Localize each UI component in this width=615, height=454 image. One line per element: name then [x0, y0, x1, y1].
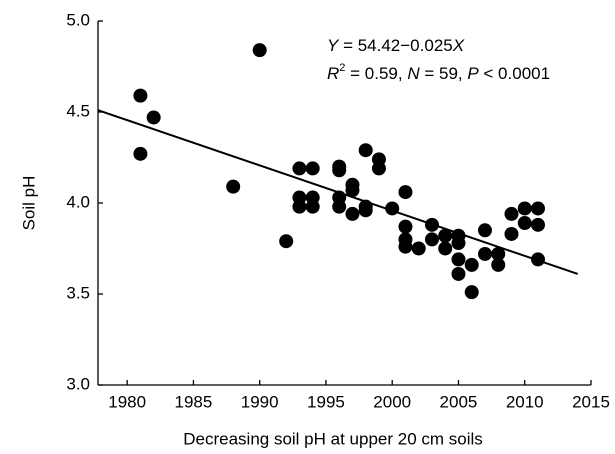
annotation-part: 2 — [339, 62, 345, 74]
data-point — [279, 234, 294, 249]
data-point — [517, 216, 532, 231]
data-point — [517, 201, 532, 216]
data-point — [226, 179, 241, 194]
data-point — [477, 223, 492, 238]
data-point — [305, 199, 320, 214]
x-tick-label: 2000 — [373, 392, 411, 411]
data-point — [398, 239, 413, 254]
data-point — [504, 226, 519, 241]
data-point — [530, 201, 545, 216]
data-point — [133, 88, 148, 103]
data-point — [491, 246, 506, 261]
data-point — [371, 161, 386, 176]
data-point — [332, 199, 347, 214]
x-tick-label: 2010 — [506, 392, 544, 411]
data-point — [477, 246, 492, 261]
data-point — [146, 110, 161, 125]
annotation-part: X — [452, 36, 465, 55]
annotation-part: N — [407, 64, 420, 83]
data-point — [358, 143, 373, 158]
annotation-part: = 0.59, — [345, 64, 407, 83]
data-point — [345, 206, 360, 221]
data-point — [358, 203, 373, 218]
x-tick-label: 1990 — [241, 392, 279, 411]
data-point — [305, 161, 320, 176]
data-point — [411, 241, 426, 256]
data-point — [504, 206, 519, 221]
data-point — [332, 163, 347, 178]
data-point — [464, 257, 479, 272]
annotation-part: = 59, — [420, 64, 468, 83]
y-tick-label: 4.5 — [66, 101, 90, 120]
data-point — [491, 257, 506, 272]
annotation-part: = 54.42−0.025 — [338, 36, 452, 55]
data-point — [398, 219, 413, 234]
x-tick-label: 1995 — [307, 392, 345, 411]
annotation: Y = 54.42−0.025X — [327, 36, 465, 55]
data-point — [424, 232, 439, 247]
data-point — [398, 185, 413, 200]
data-point — [464, 285, 479, 300]
data-point — [438, 241, 453, 256]
data-point — [292, 199, 307, 214]
annotation-part: P — [467, 64, 479, 83]
y-axis-label: Soil pH — [19, 176, 38, 231]
data-point — [292, 161, 307, 176]
data-point — [133, 146, 148, 161]
x-tick-label: 1985 — [175, 392, 213, 411]
y-tick-label: 4.0 — [66, 192, 90, 211]
y-tick-label: 3.0 — [66, 374, 90, 393]
data-point — [451, 266, 466, 281]
y-tick-label: 3.5 — [66, 283, 90, 302]
annotation-part: < 0.0001 — [479, 64, 550, 83]
data-point — [438, 228, 453, 243]
x-tick-label: 1980 — [108, 392, 146, 411]
y-tick-label: 5.0 — [66, 10, 90, 29]
data-point — [530, 217, 545, 232]
x-tick-label: 2015 — [572, 392, 610, 411]
annotation-part: R — [327, 64, 339, 83]
data-point — [252, 43, 267, 58]
data-point — [451, 252, 466, 267]
data-point — [451, 236, 466, 251]
trend-line — [97, 109, 579, 275]
data-point — [345, 183, 360, 198]
annotation: R2 = 0.59, N = 59, P < 0.0001 — [327, 62, 550, 84]
x-tick-label: 2005 — [440, 392, 478, 411]
annotation-part: Y — [327, 36, 340, 55]
x-axis-label: Decreasing soil pH at upper 20 cm soils — [183, 429, 483, 448]
